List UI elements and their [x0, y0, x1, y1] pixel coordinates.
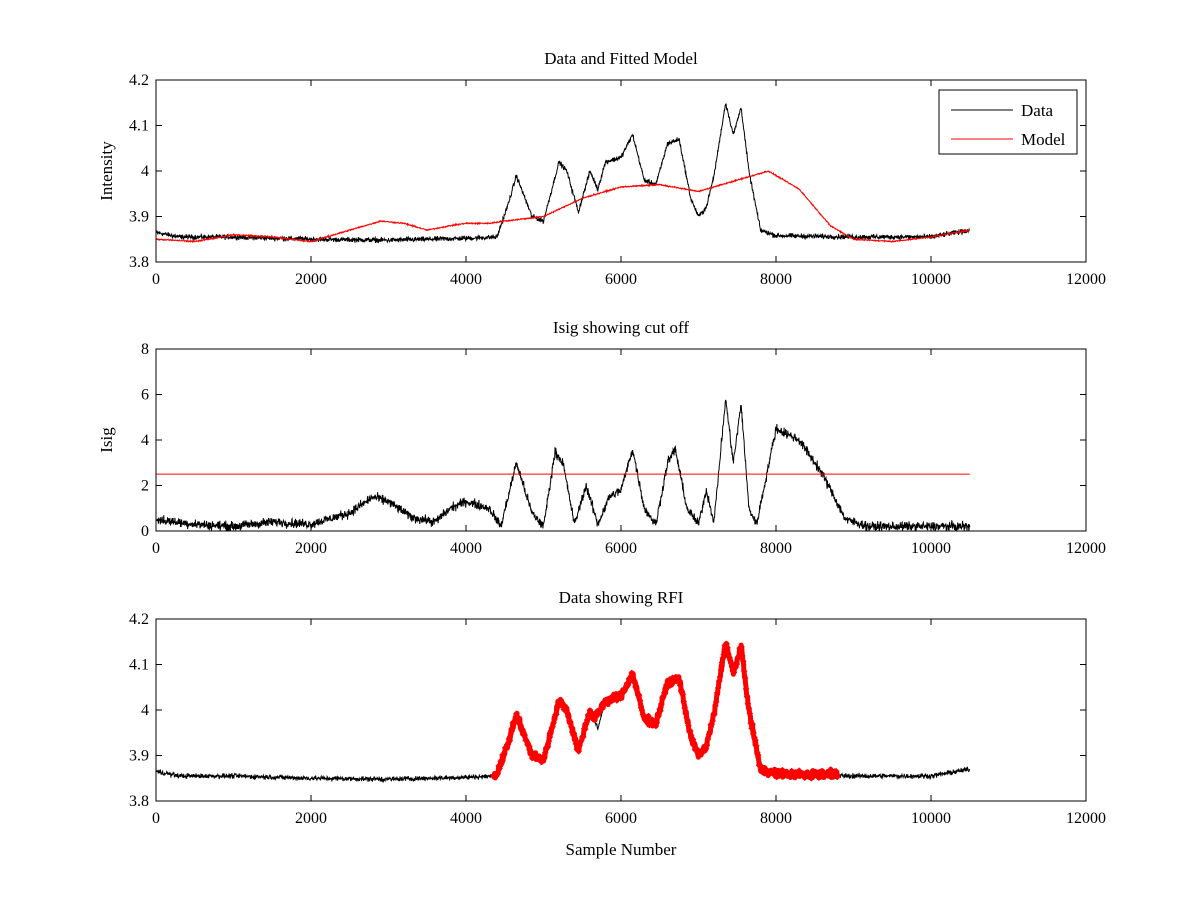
x-tick-label: 4000	[450, 540, 482, 557]
x-tick-label: 8000	[760, 271, 792, 288]
x-tick-label: 10000	[911, 810, 951, 827]
subplot-title: Data showing RFI	[559, 588, 684, 607]
x-tick-label: 4000	[450, 810, 482, 827]
subplot-3: 0 2000 4000 6000 8000 10000 12000 3.8 3.9 4 4.1 4.2…	[129, 588, 1106, 859]
series-2-1	[156, 399, 971, 531]
x-axis-label: Sample Number	[566, 840, 677, 859]
series-3-2	[490, 640, 841, 782]
x-tick-label: 12000	[1066, 540, 1106, 557]
x-tick-label: 2000	[295, 271, 327, 288]
x-tick-label: 8000	[760, 810, 792, 827]
y-tick-label: 4	[141, 702, 149, 719]
axes-box	[155, 348, 1087, 532]
x-tick-label: 12000	[1066, 271, 1106, 288]
y-tick-label: 2	[141, 478, 149, 495]
y-tick-label: 4	[141, 163, 149, 180]
x-tick-label: 2000	[295, 540, 327, 557]
y-tick-label: 8	[141, 341, 149, 358]
x-tick-label: 10000	[911, 540, 951, 557]
x-tick-label: 6000	[605, 540, 637, 557]
x-tick-label: 8000	[760, 540, 792, 557]
rfi-plus-markers	[490, 640, 841, 782]
series-data	[156, 103, 971, 244]
subplot-2: 0 2000 4000 6000 8000 10000 12000 0 2 4 6 8 Isig sho…	[97, 318, 1106, 557]
x-tick-label: 10000	[911, 271, 951, 288]
x-tick-label: 4000	[450, 271, 482, 288]
y-axis-label: Intensity	[97, 141, 116, 201]
legend-label-data: Data	[1021, 101, 1054, 120]
x-tick-label: 6000	[605, 271, 637, 288]
series-model	[156, 170, 971, 244]
x-tick-label: 6000	[605, 810, 637, 827]
y-tick-label: 3.9	[129, 209, 149, 226]
x-tick-label: 12000	[1066, 810, 1106, 827]
subplot-title: Data and Fitted Model	[544, 49, 698, 68]
series-line	[156, 103, 971, 244]
y-tick-label: 3.8	[129, 254, 149, 271]
legend-box	[938, 89, 1078, 155]
subplot-title: Isig showing cut off	[553, 318, 689, 337]
legend: Data Model	[938, 89, 1078, 155]
series-line	[156, 170, 971, 244]
legend-label-model: Model	[1021, 130, 1066, 149]
y-tick-label: 3.8	[129, 793, 149, 810]
y-tick-label: 6	[141, 387, 149, 404]
y-tick-label: 4.2	[129, 611, 149, 628]
x-tick-label: 0	[152, 810, 160, 827]
y-tick-label: 4.1	[129, 657, 149, 674]
series-line	[156, 399, 971, 531]
y-axis-label: Isig	[97, 427, 116, 453]
x-tick-label: 0	[152, 271, 160, 288]
y-tick-label: 4	[141, 432, 149, 449]
y-tick-label: 4.1	[129, 118, 149, 135]
y-tick-label: 4.2	[129, 72, 149, 89]
y-tick-label: 3.9	[129, 748, 149, 765]
x-tick-label: 0	[152, 540, 160, 557]
y-tick-label: 0	[141, 523, 149, 540]
subplot-1: 0 2000 4000 6000 8000 10000 12000 3.8 3.9 4 4.1 4.2…	[97, 49, 1106, 288]
x-tick-label: 2000	[295, 810, 327, 827]
